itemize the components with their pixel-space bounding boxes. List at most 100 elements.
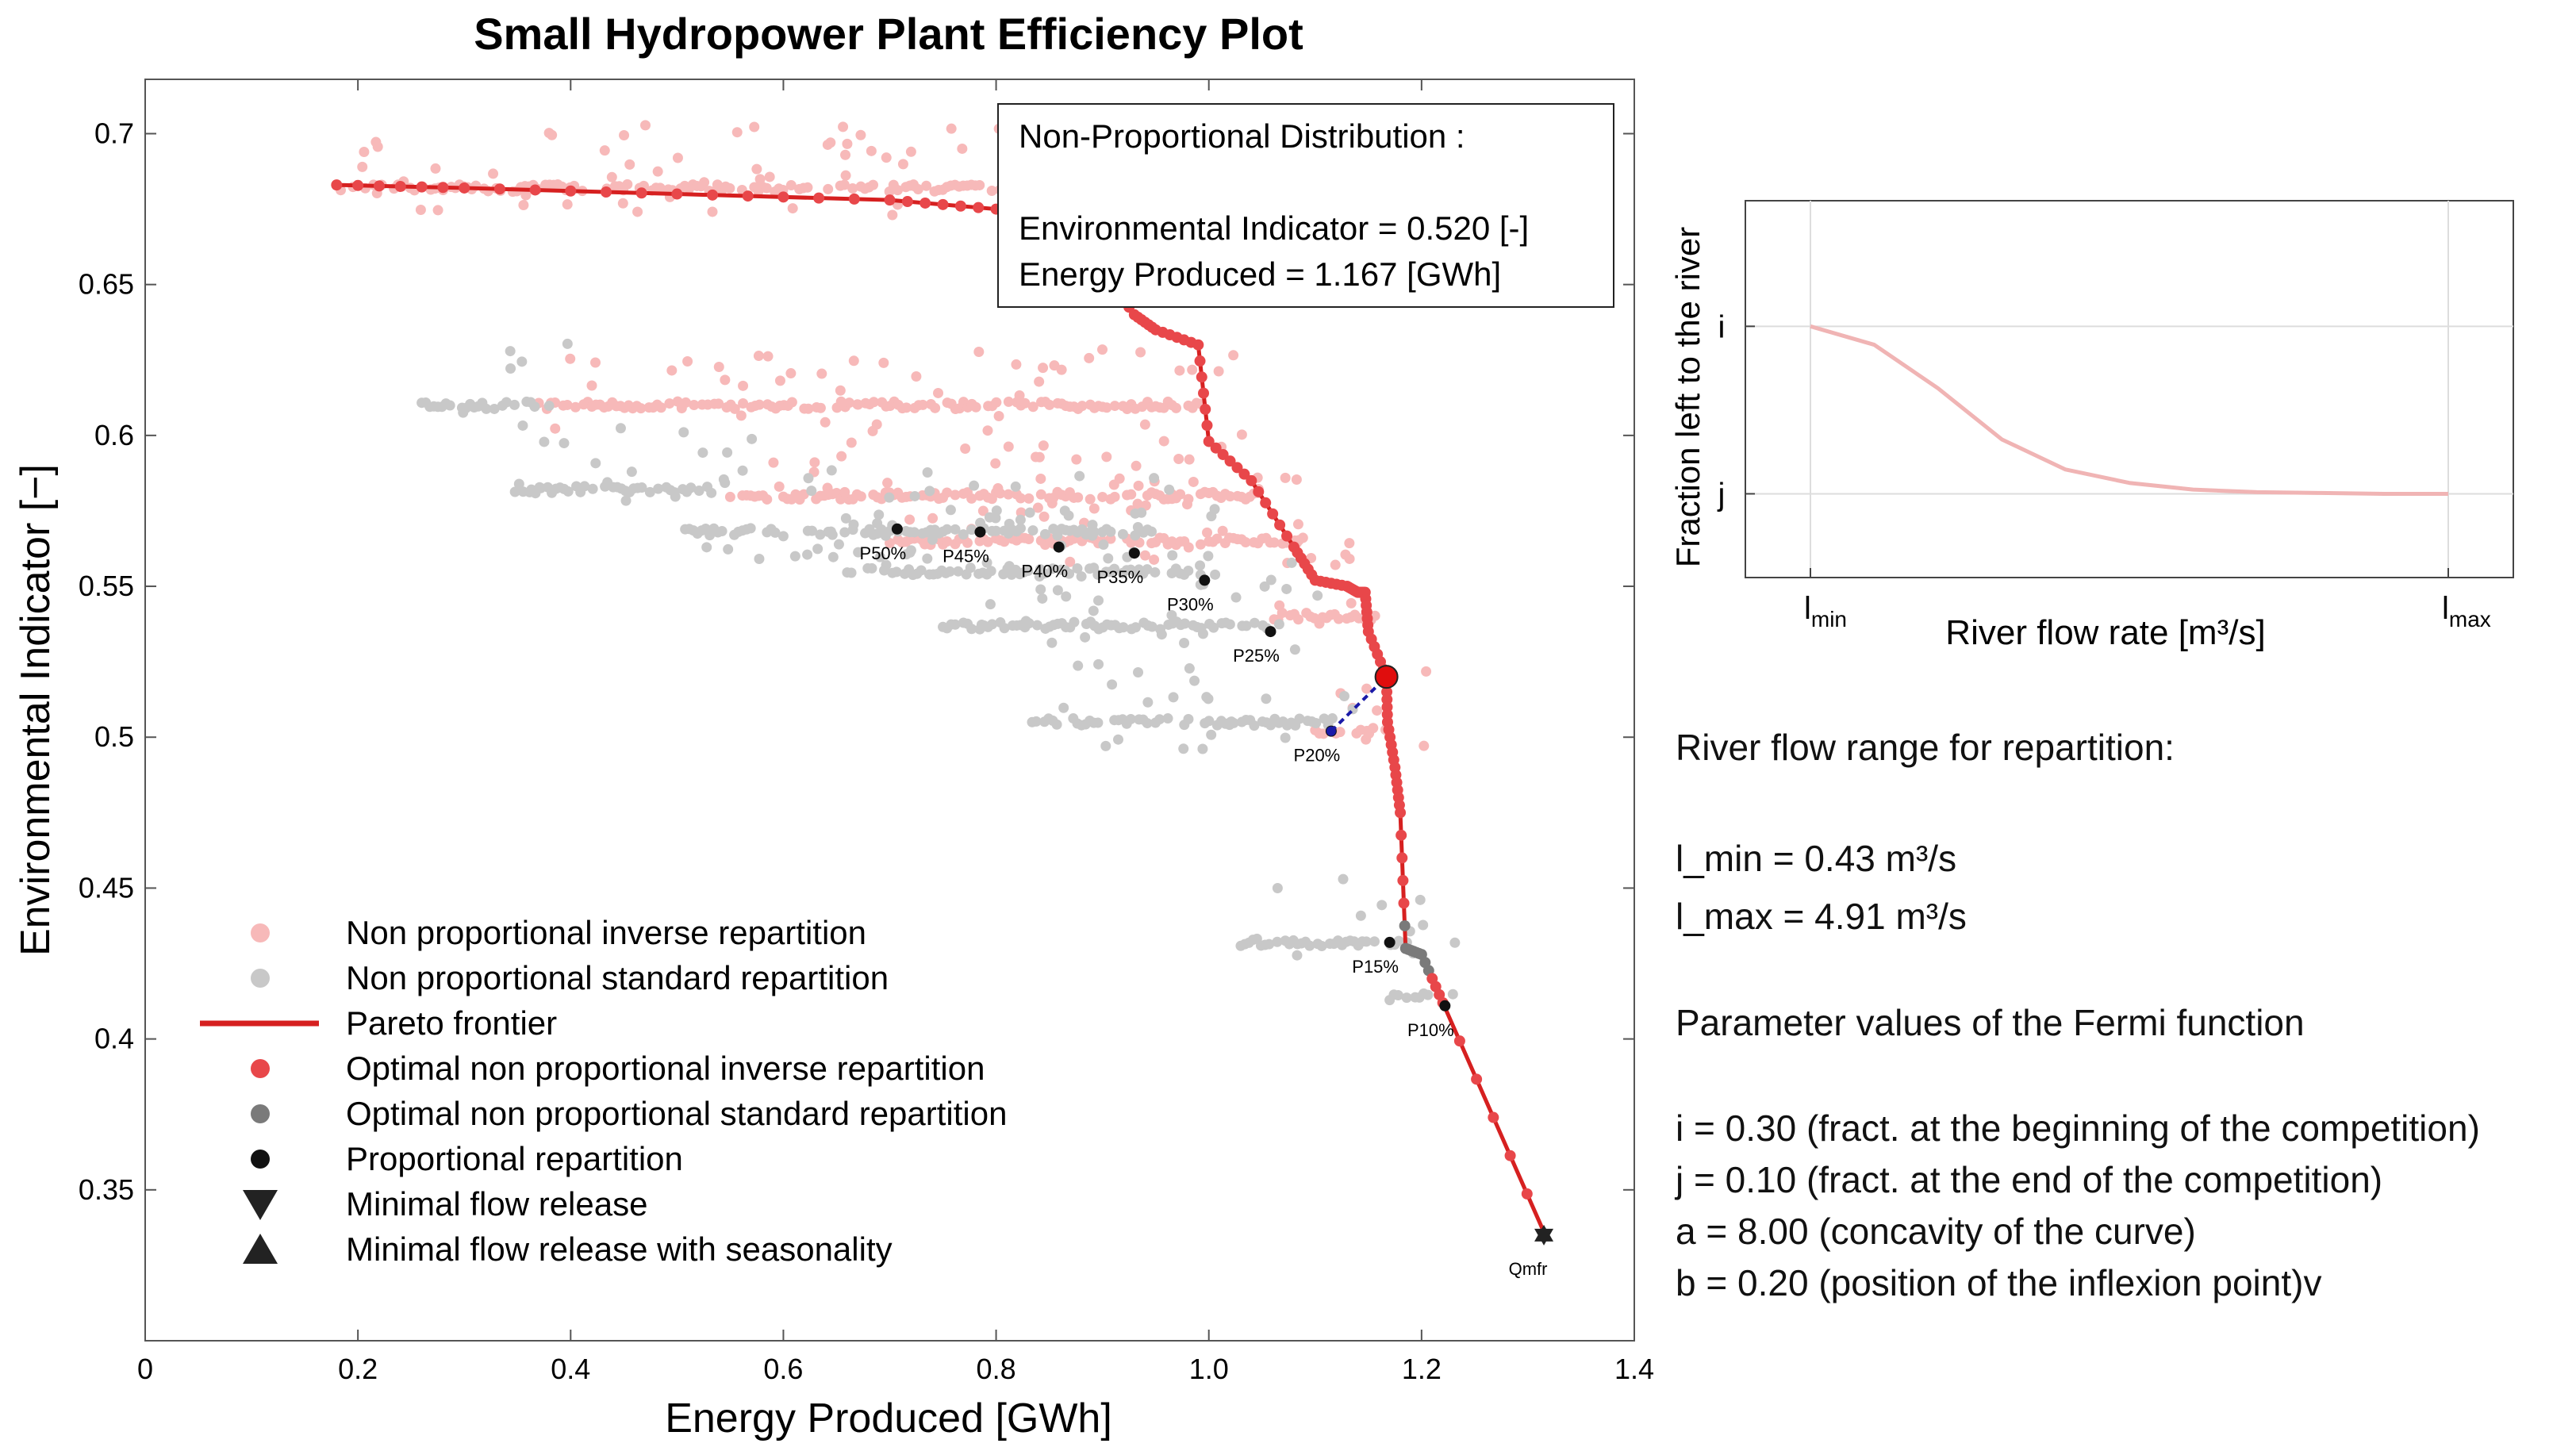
optimal-inverse-point — [1274, 519, 1286, 531]
standard-repartition-point — [1272, 883, 1283, 894]
inverse-repartition-point — [1158, 436, 1169, 447]
standard-repartition-point — [1418, 919, 1429, 931]
lmax-value: l_max = 4.91 m³/s — [1676, 896, 1967, 937]
legend-marker — [251, 1150, 270, 1169]
optimal-inverse-point — [901, 196, 913, 208]
standard-repartition-point — [1361, 936, 1372, 947]
inverse-repartition-point — [1101, 402, 1112, 413]
inverse-repartition-point — [787, 203, 798, 214]
standard-repartition-point — [981, 557, 992, 568]
standard-repartition-point — [1316, 940, 1327, 951]
standard-repartition-point — [1206, 729, 1217, 740]
inverse-repartition-point — [1344, 538, 1355, 549]
proportional-label: P15% — [1352, 957, 1399, 977]
standard-repartition-point — [1273, 619, 1284, 630]
inset-y-tick-label: i — [1718, 309, 1726, 344]
inverse-repartition-point — [843, 397, 854, 409]
standard-repartition-point — [587, 483, 598, 494]
inverse-repartition-point — [679, 180, 690, 191]
inverse-repartition-point — [1372, 705, 1383, 716]
inverse-repartition-point — [1109, 491, 1120, 502]
standard-repartition-point — [1064, 568, 1075, 579]
proportional-point — [1128, 547, 1140, 559]
lmin-value: l_min = 0.43 m³/s — [1676, 838, 1957, 879]
inverse-repartition-point — [1173, 453, 1184, 464]
legend-label: Non proportional inverse repartition — [346, 914, 866, 951]
y-tick-label: 0.35 — [79, 1173, 134, 1206]
legend-label: Pareto frontier — [346, 1004, 557, 1042]
standard-repartition-point — [1039, 528, 1050, 539]
standard-repartition-point — [901, 549, 912, 560]
inverse-repartition-point — [1228, 350, 1239, 361]
standard-repartition-point — [669, 487, 680, 498]
inverse-repartition-point — [905, 146, 916, 157]
inverse-repartition-point — [816, 368, 827, 379]
y-tick-label: 0.6 — [94, 419, 134, 451]
standard-repartition-point — [945, 505, 956, 516]
proportional-label: P30% — [1167, 594, 1214, 614]
standard-repartition-point — [1136, 507, 1147, 518]
legend-label: Non proportional standard repartition — [346, 959, 889, 996]
optimal-inverse-point — [777, 191, 789, 203]
standard-repartition-point — [1103, 553, 1114, 564]
standard-repartition-point — [1264, 939, 1275, 950]
inverse-repartition-point — [1130, 403, 1141, 414]
standard-repartition-point — [1024, 507, 1035, 518]
inverse-repartition-point — [617, 198, 628, 209]
inverse-repartition-point — [927, 512, 939, 524]
standard-repartition-point — [847, 524, 858, 535]
optimal-inverse-point — [394, 181, 406, 193]
standard-repartition-point — [1203, 551, 1214, 562]
standard-repartition-point — [737, 465, 748, 476]
standard-repartition-point — [991, 525, 1002, 536]
optimal-inverse-point — [1224, 455, 1236, 467]
standard-repartition-point — [1180, 618, 1191, 629]
inverse-repartition-point — [1084, 352, 1095, 363]
optimal-inverse-point — [1395, 829, 1407, 841]
optimal-inverse-point — [1201, 420, 1213, 432]
inverse-repartition-point — [785, 368, 797, 379]
standard-repartition-point — [1087, 520, 1098, 531]
standard-repartition-point — [747, 433, 758, 444]
standard-repartition-point — [1201, 692, 1212, 703]
standard-repartition-point — [1112, 734, 1123, 745]
standard-repartition-point — [697, 447, 708, 459]
minimal-flow-label: Qmfr — [1509, 1259, 1548, 1279]
inverse-repartition-point — [977, 505, 989, 516]
inverse-repartition-point — [986, 186, 997, 197]
optimal-inverse-point — [635, 187, 647, 199]
standard-repartition-point — [1228, 717, 1239, 728]
inverse-repartition-point — [1065, 556, 1076, 567]
standard-repartition-point — [803, 473, 814, 484]
standard-repartition-point — [539, 436, 550, 447]
standard-repartition-point — [620, 495, 632, 506]
standard-repartition-point — [840, 512, 851, 524]
y-tick-label: 0.4 — [94, 1023, 134, 1055]
standard-repartition-point — [1061, 591, 1072, 602]
standard-repartition-point — [1311, 718, 1322, 729]
standard-repartition-point — [1125, 713, 1136, 724]
inverse-repartition-point — [1330, 559, 1341, 570]
inverse-repartition-point — [1183, 542, 1194, 553]
proportional-point — [1053, 541, 1065, 553]
standard-repartition-point — [1142, 697, 1154, 708]
inverse-repartition-point — [1211, 533, 1223, 544]
standard-repartition-point — [1280, 732, 1291, 743]
standard-repartition-point — [1415, 894, 1426, 905]
inverse-repartition-point — [764, 171, 775, 182]
inverse-repartition-point — [803, 403, 814, 414]
inverse-repartition-point — [1133, 480, 1144, 491]
standard-repartition-point — [1168, 692, 1179, 703]
optimal-inverse-point — [1217, 448, 1229, 460]
standard-repartition-point — [1210, 569, 1221, 580]
optimal-inverse-point — [1488, 1111, 1499, 1123]
inverse-repartition-point — [1297, 532, 1308, 543]
standard-repartition-point — [1272, 936, 1283, 947]
y-tick-label: 0.5 — [94, 720, 134, 753]
inverse-repartition-point — [1003, 489, 1014, 500]
inverse-repartition-point — [1109, 401, 1120, 412]
standard-repartition-point — [826, 465, 837, 476]
standard-repartition-point — [1087, 530, 1098, 541]
standard-repartition-point — [644, 486, 655, 497]
